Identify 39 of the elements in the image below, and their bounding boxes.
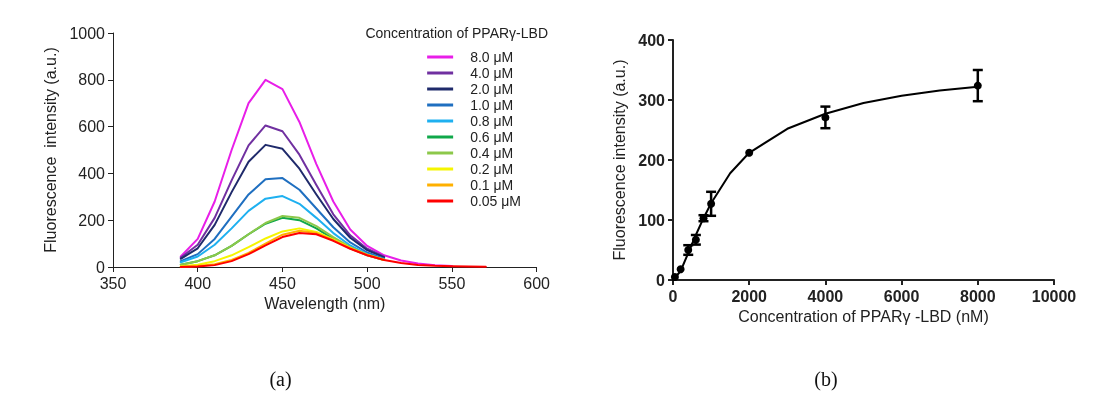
text: (b)	[814, 368, 838, 391]
y-tick-label: 400	[638, 31, 666, 49]
y-tick-label: 100	[638, 211, 666, 229]
y-tick-label: 1000	[69, 24, 106, 42]
y-tick-label: 800	[78, 71, 106, 89]
x-tick-label: 550	[438, 274, 466, 292]
legend-label: 0.1 μM	[470, 177, 514, 193]
legend-label: 0.4 μM	[470, 145, 514, 161]
x-tick-label: 400	[184, 274, 212, 292]
x-axis-title: Wavelength (nm)	[264, 295, 386, 313]
y-axis-title: Fluorescence intensity (a.u.)	[42, 47, 60, 253]
x-tick-label: 350	[99, 274, 127, 292]
x-tick-label: 2000	[731, 287, 768, 305]
x-tick-label: 10000	[1031, 287, 1077, 305]
y-tick-label: 200	[638, 151, 666, 169]
legend-label: 2.0 μM	[470, 81, 514, 97]
legend-label: 1.0 μM	[470, 97, 514, 113]
y-tick-label: 600	[78, 118, 106, 136]
y-tick-label: 300	[638, 91, 666, 109]
legend-label: 8.0 μM	[470, 49, 514, 65]
y-tick-label: 0	[96, 258, 106, 276]
y-axis-title: Fluorescence intensity (a.u.)	[610, 59, 628, 261]
x-axis-title: Concentration of PPARγ -LBD (nM)	[738, 308, 989, 326]
legend-label: 0.6 μM	[470, 129, 514, 145]
text: (a)	[269, 368, 292, 391]
legend-label: 0.05 μM	[470, 193, 522, 209]
y-tick-label: 200	[78, 211, 106, 229]
legend-label: 0.8 μM	[470, 113, 514, 129]
legend-title: Concentration of PPARγ-LBD	[365, 25, 549, 41]
y-tick-label: 400	[78, 164, 106, 182]
legend-label: 0.2 μM	[470, 161, 514, 177]
x-tick-label: 6000	[883, 287, 920, 305]
x-tick-label: 8000	[960, 287, 996, 305]
legend-label: 4.0 μM	[470, 65, 514, 81]
x-tick-label: 600	[523, 274, 551, 292]
x-tick-label: 450	[269, 274, 296, 292]
x-tick-label: 0	[668, 287, 678, 305]
x-tick-label: 4000	[807, 287, 844, 305]
x-tick-label: 500	[353, 274, 381, 292]
